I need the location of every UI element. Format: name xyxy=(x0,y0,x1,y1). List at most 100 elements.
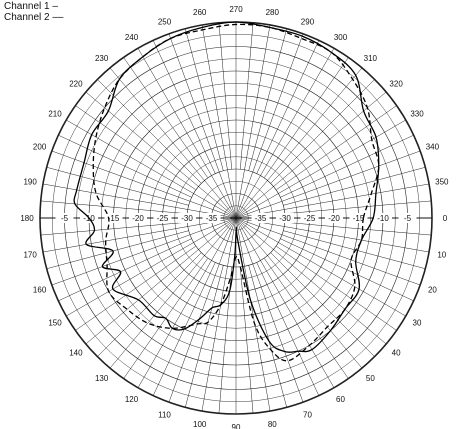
angle-tick-label: 330 xyxy=(410,110,424,119)
angle-tick-label: 40 xyxy=(392,348,401,357)
legend: Channel 1 – Channel 2 –– xyxy=(4,1,64,23)
grid-spoke xyxy=(283,230,426,269)
angle-tick-label: 80 xyxy=(268,420,277,429)
angle-tick-label: 100 xyxy=(193,420,207,429)
grid-spoke xyxy=(85,217,237,345)
grid-spoke xyxy=(235,217,421,286)
grid-spoke xyxy=(51,150,237,219)
radial-tick-bg xyxy=(325,213,343,223)
grid-spoke xyxy=(97,252,202,357)
grid-spoke xyxy=(235,150,421,219)
angle-tick-label: 190 xyxy=(23,178,37,187)
grid-spoke xyxy=(75,245,197,331)
angle-tick-label: 290 xyxy=(301,18,315,27)
angle-tick-label: 350 xyxy=(435,178,449,187)
grid-spoke xyxy=(75,105,197,191)
angle-tick-label: 220 xyxy=(69,80,83,89)
radial-tick-label-left: -5 xyxy=(61,214,69,223)
series-layer xyxy=(73,21,380,362)
grid-spoke xyxy=(201,24,237,219)
grid-spoke xyxy=(280,134,414,198)
angle-tick-label: 50 xyxy=(366,374,375,383)
radial-tick-bg xyxy=(300,213,319,223)
grid-spoke xyxy=(248,28,287,171)
grid-spoke xyxy=(275,245,397,331)
radial-tick-label-right: -35 xyxy=(255,214,267,223)
radial-tick-label-right: -30 xyxy=(279,214,291,223)
grid-spoke xyxy=(40,200,188,214)
grid-spoke xyxy=(51,217,237,286)
grid-spoke xyxy=(109,217,237,369)
angle-tick-label: 110 xyxy=(158,410,171,419)
radial-tick-label-left: -25 xyxy=(157,214,169,223)
angle-tick-label: 30 xyxy=(413,319,422,328)
angle-tick-label: 270 xyxy=(229,5,243,14)
grid-spoke xyxy=(235,67,363,219)
grid-spoke xyxy=(137,48,237,219)
angle-tick-label: 130 xyxy=(95,374,109,383)
grid-spoke xyxy=(283,167,426,206)
radial-tick-bg xyxy=(178,213,196,223)
angle-tick-label: 0 xyxy=(443,214,448,223)
grid-spoke xyxy=(58,238,192,302)
legend-channel-2: Channel 2 –– xyxy=(4,12,64,23)
angle-tick-label: 160 xyxy=(33,285,47,294)
grid-spoke xyxy=(240,266,254,414)
angle-tick-label: 320 xyxy=(389,80,403,89)
radial-tick-bg xyxy=(202,213,221,223)
radial-tick-bg xyxy=(153,213,172,223)
angle-tick-label: 340 xyxy=(426,143,440,152)
grid-spoke xyxy=(46,167,189,206)
radial-tick-label-left: -15 xyxy=(108,214,120,223)
radial-tick-label-right: -20 xyxy=(328,214,340,223)
grid-spoke xyxy=(235,119,406,219)
radial-tick-label-left: -20 xyxy=(132,214,144,223)
radial-tick-bg xyxy=(251,213,270,223)
angle-tick-label: 120 xyxy=(125,395,139,404)
grid-spoke xyxy=(256,40,320,174)
grid-spoke xyxy=(185,28,224,171)
grid-spoke xyxy=(248,265,287,408)
grid-spoke xyxy=(263,57,349,179)
radial-tick-label-right: -10 xyxy=(377,214,389,223)
grid-spoke xyxy=(42,217,237,253)
grid-spoke xyxy=(235,183,430,219)
angle-tick-label: 70 xyxy=(303,410,312,419)
radial-tick-label-left: -30 xyxy=(181,214,193,223)
angle-tick-label: 200 xyxy=(33,143,47,152)
angle-tick-label: 250 xyxy=(158,18,172,27)
grid-spoke xyxy=(235,91,387,219)
grid-spoke xyxy=(235,24,271,219)
grid-spoke xyxy=(201,217,237,412)
grid-spoke xyxy=(137,217,237,388)
grid-spoke xyxy=(235,217,335,388)
series-line-channel-2 xyxy=(92,23,380,362)
grid-spoke xyxy=(97,79,202,184)
radial-tick-bg xyxy=(374,213,392,223)
grid-spoke xyxy=(66,119,237,219)
grid-spoke xyxy=(235,33,304,219)
grid-spoke xyxy=(109,67,237,219)
angle-tick-label: 10 xyxy=(437,250,446,259)
grid-spoke xyxy=(275,105,397,191)
angle-tick-label: 280 xyxy=(266,8,280,17)
angle-tick-label: 140 xyxy=(69,348,83,357)
grid-spoke xyxy=(42,183,237,219)
angle-tick-label: 180 xyxy=(20,214,34,223)
grid-spoke xyxy=(168,217,237,403)
grid-spoke xyxy=(46,230,189,269)
radial-tick-bg xyxy=(104,213,123,223)
radial-tick-label-right: -5 xyxy=(404,214,412,223)
radial-tick-bg xyxy=(129,213,147,223)
radial-tick-bg xyxy=(55,213,74,223)
angle-tick-label: 170 xyxy=(23,250,37,259)
radial-tick-label-right: -25 xyxy=(304,214,316,223)
radial-tick-bg xyxy=(349,213,368,223)
grid-spoke xyxy=(66,217,237,317)
grid-spoke xyxy=(235,217,363,369)
grid-spoke xyxy=(235,217,387,345)
angle-tick-label: 210 xyxy=(48,110,62,119)
angle-tick-label: 20 xyxy=(428,285,437,294)
grid-spoke xyxy=(280,238,414,302)
grid-spoke xyxy=(240,22,254,170)
